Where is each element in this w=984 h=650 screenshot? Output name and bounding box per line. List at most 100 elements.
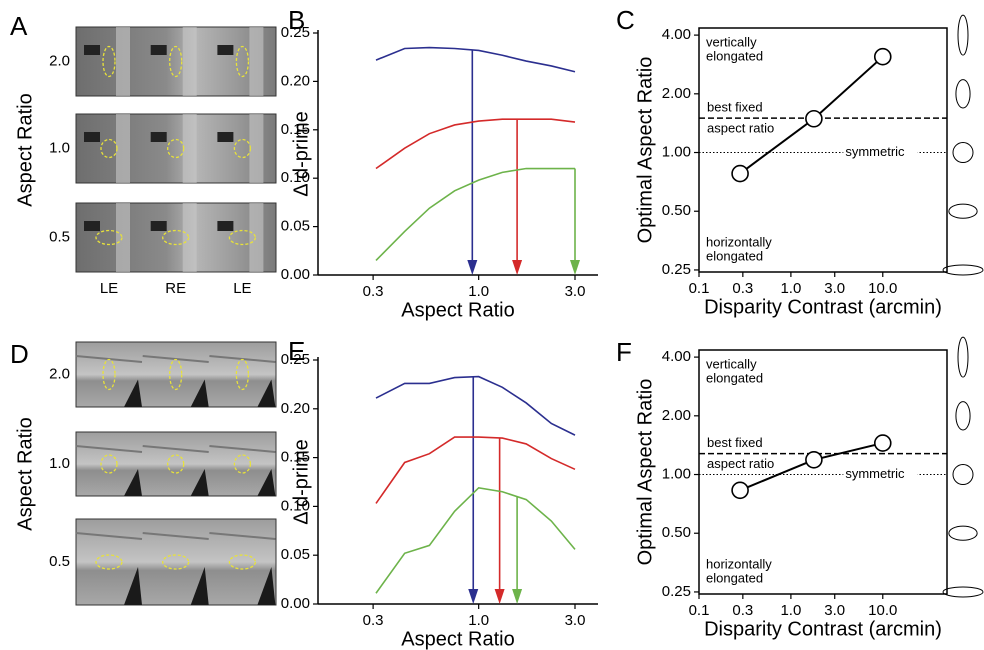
row-label: 2.0 <box>49 52 70 69</box>
optimum-arrow <box>468 376 479 604</box>
y-tick-label: 4.00 <box>662 348 691 365</box>
optimum-arrow <box>467 49 478 275</box>
aspect-icon <box>942 586 984 598</box>
y-tick-label: 0.05 <box>281 546 310 563</box>
image-detail <box>84 132 100 142</box>
receptive-field-outline <box>169 358 183 391</box>
y-axis-label: Optimal Aspect Ratio <box>634 379 656 566</box>
receptive-field-outline <box>95 229 123 246</box>
image-detail <box>257 469 276 496</box>
panel-letter: A <box>10 11 28 41</box>
stimulus-image <box>75 202 277 273</box>
receptive-field-outline <box>228 554 257 570</box>
panel-letter: E <box>288 336 305 366</box>
image-detail <box>217 132 234 142</box>
image-detail <box>150 221 167 231</box>
x-tick-label: 3.0 <box>824 280 845 297</box>
x-tick-label: 0.3 <box>363 283 384 300</box>
panel-letter: D <box>10 339 29 369</box>
data-point <box>805 109 823 128</box>
panel-letter: B <box>288 5 305 35</box>
image-detail <box>209 445 276 453</box>
reference-label: symmetric <box>845 466 905 481</box>
receptive-field-outline <box>169 45 183 78</box>
image-detail <box>142 445 209 453</box>
y-tick-label: 0.10 <box>281 497 310 514</box>
image-detail <box>116 114 130 183</box>
annotation: vertically <box>706 356 757 371</box>
image-detail <box>84 45 100 55</box>
y-tick-label: 0.00 <box>281 266 310 283</box>
receptive-field-outline <box>167 138 185 159</box>
panel-letter: C <box>616 5 635 35</box>
annotation: elongated <box>706 248 763 263</box>
image-detail <box>124 567 142 605</box>
image-detail <box>249 114 264 183</box>
y-axis-label: Δ d-prime <box>290 111 312 197</box>
label-background <box>843 144 918 161</box>
optimum-arrow <box>569 168 580 275</box>
aspect-icon <box>955 79 971 109</box>
image-detail <box>116 27 130 96</box>
y-tick-label: 0.25 <box>281 24 310 41</box>
x-axis-label: Aspect Ratio <box>401 628 514 650</box>
x-tick-label: 3.0 <box>565 612 586 629</box>
column-label: RE <box>165 280 186 297</box>
arrow-head <box>468 589 479 604</box>
image-detail <box>75 445 143 453</box>
annotation: horizontally <box>706 234 772 249</box>
image-detail <box>116 203 130 272</box>
receptive-field-outline <box>162 554 190 570</box>
receptive-field-outline <box>235 358 250 391</box>
series-line <box>375 46 576 73</box>
y-tick-label: 2.00 <box>662 407 691 424</box>
annotation: elongated <box>706 370 763 385</box>
x-tick-label: 0.3 <box>363 612 384 629</box>
reference-label: aspect ratio <box>707 456 774 471</box>
image-detail <box>209 532 276 540</box>
panel-letter: F <box>616 337 632 367</box>
receptive-field-outline <box>100 454 118 474</box>
y-tick-label: 0.15 <box>281 449 310 466</box>
arrow-head <box>467 260 478 275</box>
image-detail <box>190 379 209 407</box>
optimum-arrow <box>512 496 523 604</box>
series-line <box>375 487 576 594</box>
data-point <box>731 164 749 183</box>
arrow-head <box>512 260 523 275</box>
x-tick-label: 1.0 <box>780 280 801 297</box>
aspect-icon <box>952 142 974 164</box>
aspect-icon <box>957 14 969 56</box>
image-detail <box>84 221 100 231</box>
y-tick-label: 0.05 <box>281 218 310 235</box>
series-line <box>375 118 576 170</box>
image-detail <box>190 469 209 496</box>
x-tick-label: 0.1 <box>689 602 710 619</box>
data-point <box>873 434 892 452</box>
y-tick-label: 0.50 <box>662 202 691 219</box>
annotation: elongated <box>706 570 763 585</box>
image-detail <box>257 379 276 407</box>
x-tick-label: 3.0 <box>565 283 586 300</box>
reference-label: symmetric <box>845 144 905 159</box>
data-point <box>873 47 892 66</box>
image-detail <box>249 27 264 96</box>
image-detail <box>75 532 143 540</box>
receptive-field-outline <box>102 358 116 391</box>
x-tick-label: 1.0 <box>468 283 489 300</box>
row-label: 1.0 <box>49 139 70 156</box>
series-line <box>375 167 575 262</box>
arrow-head <box>494 589 505 604</box>
y-tick-label: 0.50 <box>662 524 691 541</box>
y-axis-label: Δ d-prime <box>290 439 312 525</box>
reference-label: best fixed <box>707 435 763 450</box>
x-axis-label: Aspect Ratio <box>401 299 514 321</box>
receptive-field-outline <box>167 454 185 474</box>
arrow-head <box>569 260 580 275</box>
receptive-field-outline <box>233 138 252 159</box>
image-detail <box>150 132 167 142</box>
stimulus-image <box>75 26 277 97</box>
receptive-field-outline <box>95 554 123 570</box>
image-detail <box>190 567 209 605</box>
y-tick-label: 0.25 <box>662 583 691 600</box>
